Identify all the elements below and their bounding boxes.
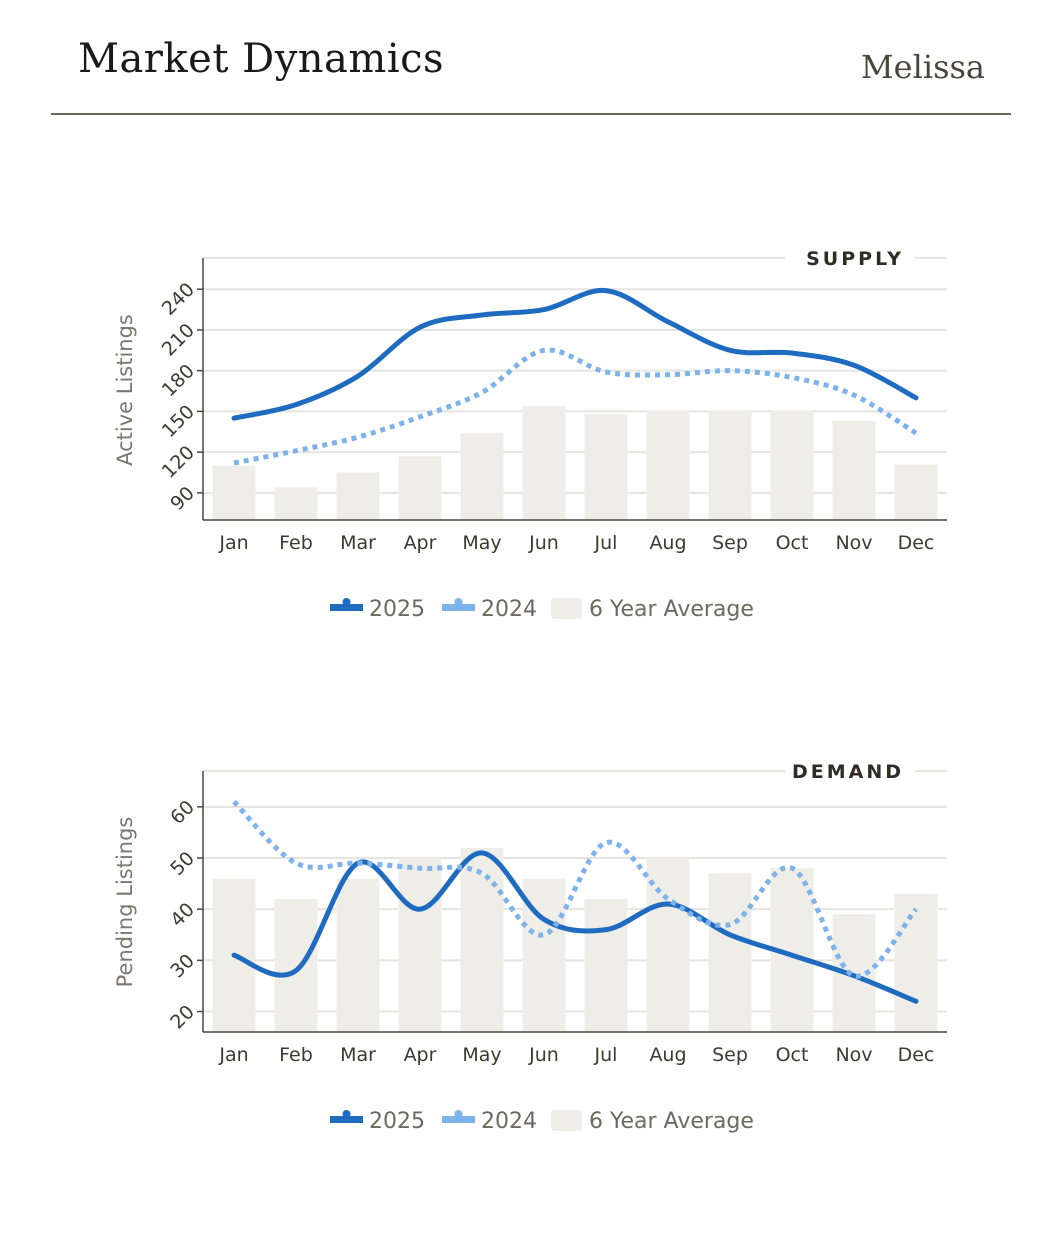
average-bar — [274, 898, 318, 1032]
x-tick-label: Aug — [649, 532, 686, 554]
average-bar — [770, 410, 814, 520]
x-tick-label: Oct — [776, 1044, 809, 1066]
average-bar — [460, 847, 504, 1032]
section-label-bg — [785, 246, 915, 270]
legend-2025-icon-dot — [342, 1110, 351, 1118]
x-tick-label: Aug — [649, 1044, 686, 1066]
x-tick-label: Jul — [594, 1044, 618, 1066]
average-bar — [274, 487, 318, 520]
average-bar — [336, 472, 380, 520]
author-name: Melissa — [860, 48, 985, 86]
average-bar — [460, 433, 504, 520]
average-bar — [212, 465, 256, 520]
legend-average-label: 6 Year Average — [589, 597, 754, 622]
legend-average-swatch — [551, 1110, 582, 1131]
legend: 2025 2024 6 Year Average — [330, 1109, 754, 1134]
series-line-2024 — [233, 347, 918, 466]
series-line-2024 — [232, 799, 918, 979]
average-bar — [584, 414, 628, 520]
y-tick-label: 20 — [166, 1001, 199, 1034]
x-tick-label: Jan — [218, 1044, 248, 1066]
y-axis-title: Pending Listings — [113, 817, 137, 988]
legend-2024-label: 2024 — [481, 597, 537, 622]
average-bar — [584, 898, 628, 1032]
y-tick-label: 40 — [166, 899, 199, 932]
average-bar — [646, 410, 690, 520]
x-tick-label: May — [462, 532, 501, 554]
section-label: SUPPLY — [806, 248, 904, 270]
demand-chart: 20 30 40 50 60 Jan Feb Mar Apr May Jun Jul Aug Sep Oct… — [113, 759, 947, 1134]
x-tick-label: Oct — [776, 532, 809, 554]
page-header: Market Dynamics Melissa — [51, 0, 1011, 115]
average-bar — [894, 464, 938, 520]
x-tick-label: Dec — [898, 532, 935, 554]
average-bar — [894, 893, 938, 1032]
x-tick-label: Feb — [279, 1044, 313, 1066]
y-tick-label: 60 — [166, 796, 199, 829]
x-tick-label: Feb — [279, 532, 313, 554]
x-tick-label: Sep — [712, 532, 748, 554]
page-title: Market Dynamics — [78, 36, 445, 82]
average-bar — [646, 858, 690, 1032]
average-bar — [522, 405, 566, 520]
legend-2025-icon — [330, 1116, 363, 1123]
average-bar — [708, 410, 752, 520]
x-tick-label: Jun — [528, 532, 559, 554]
section-label-bg — [785, 759, 915, 783]
legend-2024-icon-dot — [454, 1110, 463, 1118]
average-bar — [336, 878, 380, 1032]
legend-2024-label: 2024 — [481, 1109, 537, 1134]
y-tick-label: 50 — [166, 847, 199, 880]
series-line-2025 — [231, 288, 919, 421]
x-tick-label: Sep — [712, 1044, 748, 1066]
series-line-2025 — [231, 850, 919, 1004]
average-bar — [708, 873, 752, 1032]
x-tick-label: Jul — [594, 532, 618, 554]
x-tick-label: Jan — [218, 532, 248, 554]
x-tick-label: Mar — [340, 1044, 376, 1066]
x-tick-label: Nov — [835, 532, 872, 554]
x-tick-label: Jun — [528, 1044, 559, 1066]
average-bar — [398, 456, 442, 520]
legend-2024-icon — [442, 1116, 475, 1123]
x-tick-label: May — [462, 1044, 501, 1066]
legend-2024-icon — [442, 604, 475, 611]
average-bar — [398, 858, 442, 1032]
y-axis-title: Active Listings — [113, 314, 137, 466]
x-tick-label: Apr — [404, 532, 437, 554]
legend-average-swatch — [551, 598, 582, 619]
x-tick-label: Apr — [404, 1044, 437, 1066]
x-tick-label: Dec — [898, 1044, 935, 1066]
legend: 2025 2024 6 Year Average — [330, 597, 754, 622]
y-tick-label: 30 — [166, 950, 199, 983]
average-bar — [832, 420, 876, 520]
legend-2024-icon-dot — [454, 598, 463, 606]
section-label: DEMAND — [792, 761, 904, 783]
legend-2025-icon-dot — [342, 598, 351, 606]
x-tick-label: Mar — [340, 532, 376, 554]
legend-average-label: 6 Year Average — [589, 1109, 754, 1134]
legend-2025-label: 2025 — [369, 1109, 425, 1134]
x-tick-label: Nov — [835, 1044, 872, 1066]
legend-2025-icon — [330, 604, 363, 611]
legend-2025-label: 2025 — [369, 597, 425, 622]
